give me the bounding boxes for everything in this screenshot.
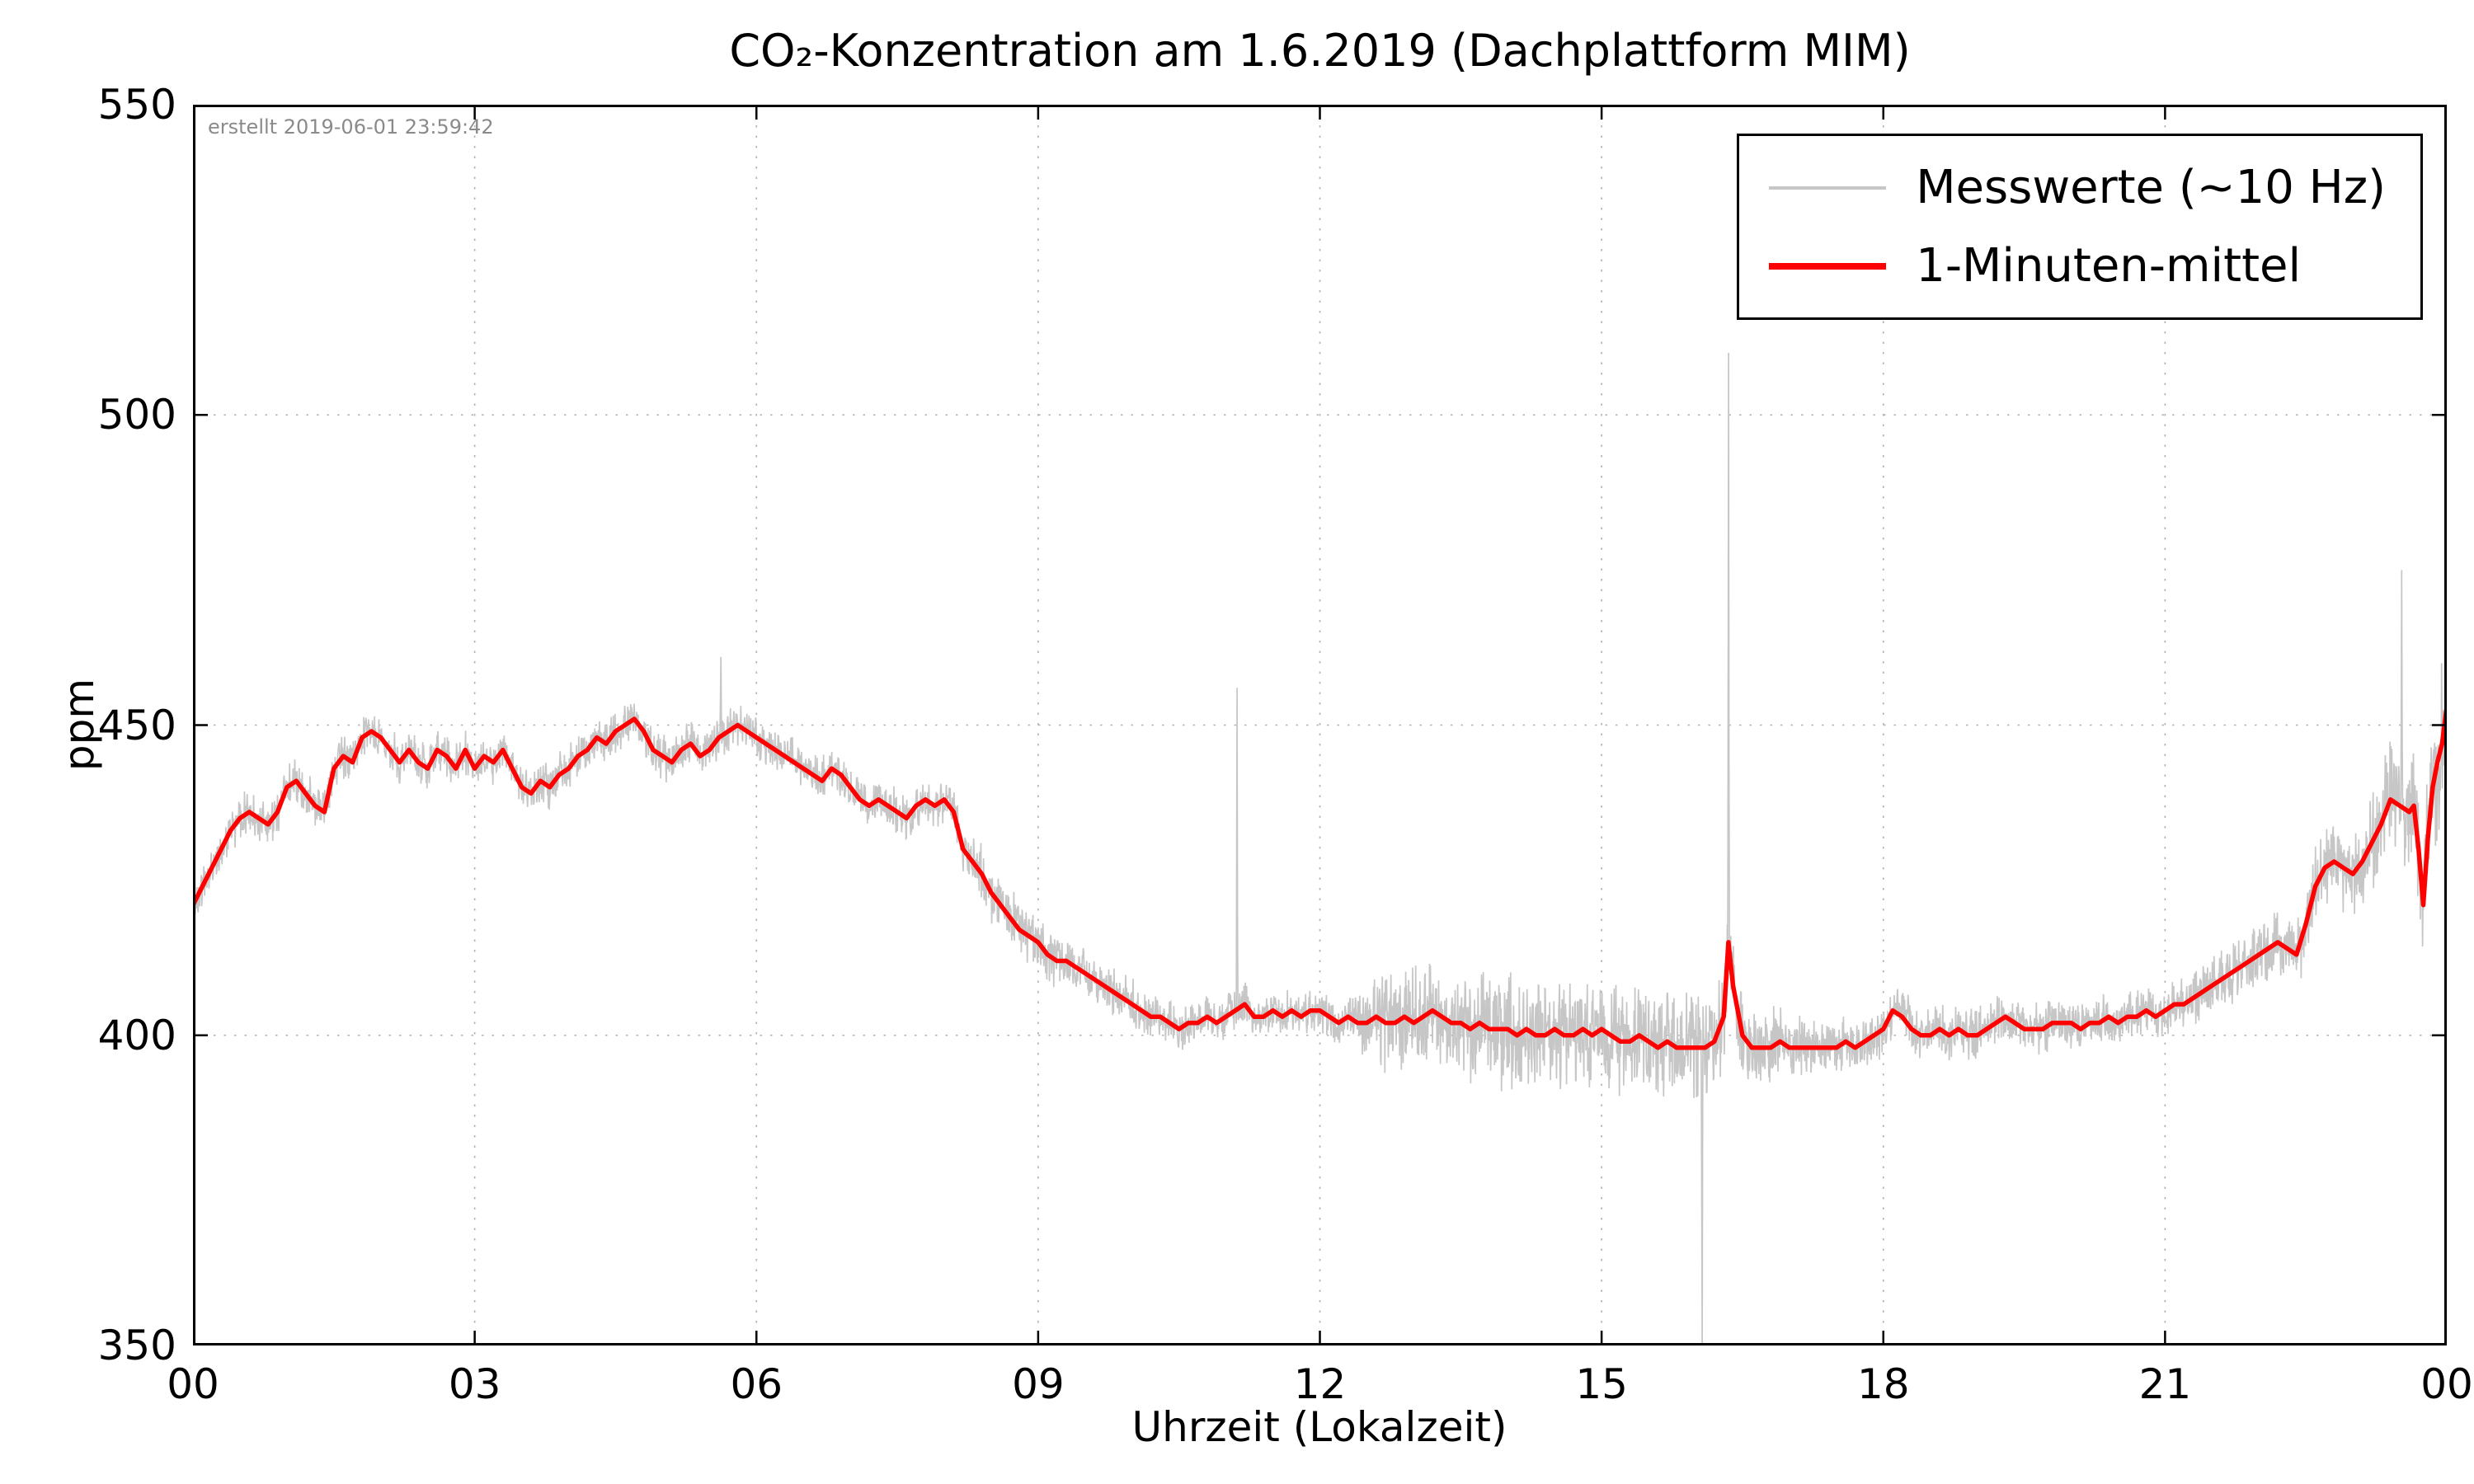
legend-entry-mean: 1-Minuten-mittel bbox=[1769, 239, 2386, 293]
x-tick-label: 06 bbox=[730, 1360, 783, 1408]
measurements-line-sample bbox=[1769, 186, 1887, 190]
x-tick-label: 09 bbox=[1012, 1360, 1065, 1408]
x-tick-label: 15 bbox=[1575, 1360, 1628, 1408]
chart-title: CO₂-Konzentration am 1.6.2019 (Dachplatt… bbox=[729, 25, 1911, 77]
x-tick-label: 18 bbox=[1856, 1360, 1910, 1408]
y-tick-label: 550 bbox=[97, 81, 176, 129]
mean-line-sample bbox=[1769, 262, 1887, 270]
legend-entry-measurements: Messwerte (~10 Hz) bbox=[1769, 161, 2386, 214]
x-tick-label: 00 bbox=[167, 1360, 219, 1408]
y-tick-label: 450 bbox=[97, 701, 176, 749]
x-tick-label: 00 bbox=[2420, 1360, 2473, 1408]
x-tick-label: 03 bbox=[448, 1360, 501, 1408]
y-tick-label: 350 bbox=[97, 1322, 176, 1369]
creation-timestamp: erstellt 2019-06-01 23:59:42 bbox=[208, 115, 494, 139]
y-tick-label: 400 bbox=[97, 1011, 176, 1059]
x-axis-label: Uhrzeit (Lokalzeit) bbox=[1131, 1403, 1507, 1451]
y-tick-label: 500 bbox=[97, 391, 176, 439]
x-tick-label: 12 bbox=[1293, 1360, 1347, 1408]
legend: Messwerte (~10 Hz) 1-Minuten-mittel bbox=[1737, 134, 2423, 320]
legend-label-mean: 1-Minuten-mittel bbox=[1916, 239, 2302, 293]
legend-label-measurements: Messwerte (~10 Hz) bbox=[1916, 161, 2386, 214]
x-tick-label: 21 bbox=[2138, 1360, 2192, 1408]
